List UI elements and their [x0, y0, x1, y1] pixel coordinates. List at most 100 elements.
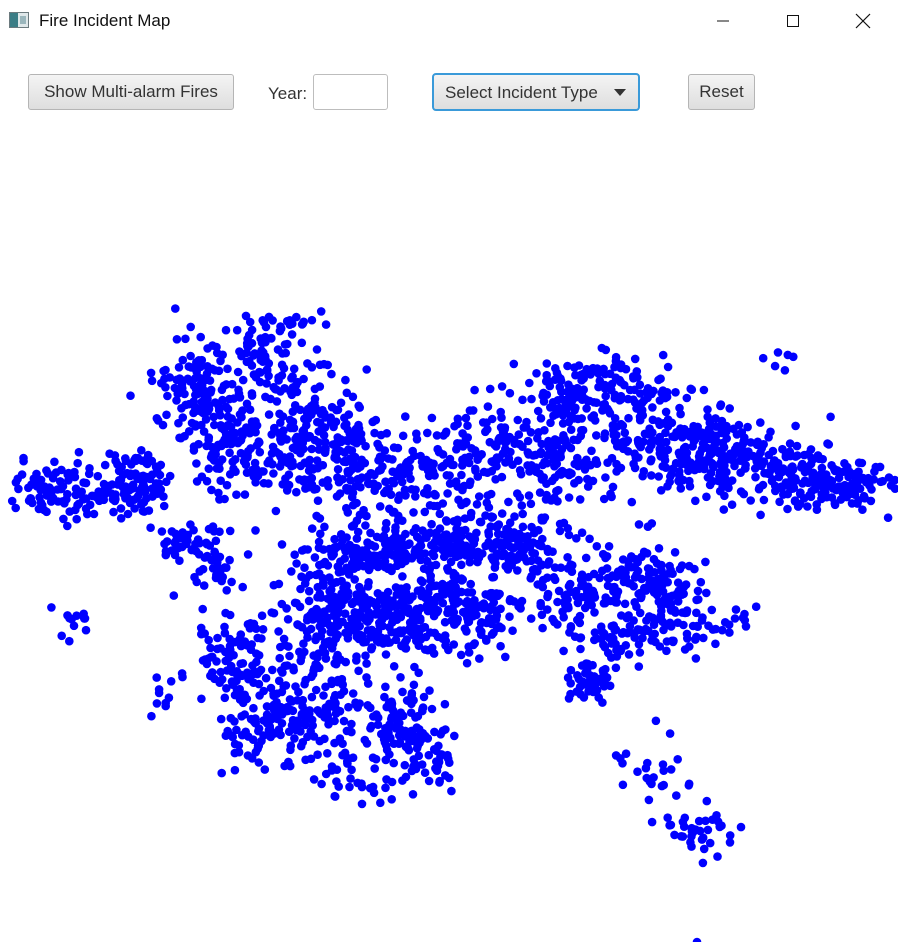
- incident-marker[interactable]: [702, 588, 711, 598]
- incident-marker[interactable]: [340, 421, 349, 431]
- incident-marker[interactable]: [218, 395, 227, 405]
- incident-marker[interactable]: [424, 750, 434, 760]
- incident-marker[interactable]: [223, 364, 232, 374]
- incident-marker[interactable]: [756, 448, 765, 457]
- incident-marker[interactable]: [72, 514, 81, 524]
- incident-marker[interactable]: [635, 405, 644, 414]
- incident-marker[interactable]: [466, 512, 476, 522]
- incident-marker[interactable]: [189, 525, 198, 535]
- incident-marker[interactable]: [230, 717, 239, 726]
- incident-marker[interactable]: [213, 633, 222, 643]
- incident-marker[interactable]: [371, 754, 381, 764]
- incident-marker[interactable]: [169, 591, 179, 600]
- incident-marker[interactable]: [73, 458, 82, 468]
- incident-marker[interactable]: [504, 497, 513, 507]
- incident-marker[interactable]: [505, 556, 514, 565]
- incident-marker[interactable]: [157, 527, 167, 536]
- incident-marker[interactable]: [661, 407, 671, 417]
- incident-marker[interactable]: [732, 430, 742, 439]
- incident-marker[interactable]: [378, 452, 387, 462]
- incident-marker[interactable]: [546, 418, 555, 428]
- incident-marker[interactable]: [197, 374, 206, 383]
- incident-marker[interactable]: [254, 758, 264, 767]
- incident-marker[interactable]: [330, 738, 339, 748]
- incident-marker[interactable]: [496, 641, 505, 651]
- incident-marker[interactable]: [570, 632, 580, 641]
- incident-marker[interactable]: [434, 593, 443, 602]
- incident-marker[interactable]: [247, 425, 256, 435]
- incident-marker[interactable]: [488, 544, 497, 553]
- incident-marker[interactable]: [268, 316, 277, 325]
- incident-marker[interactable]: [450, 620, 459, 629]
- incident-marker[interactable]: [786, 484, 796, 494]
- incident-marker[interactable]: [159, 492, 168, 501]
- incident-marker[interactable]: [656, 452, 666, 461]
- incident-marker[interactable]: [382, 486, 391, 495]
- incident-marker[interactable]: [377, 608, 387, 618]
- incident-marker[interactable]: [756, 510, 765, 520]
- incident-marker[interactable]: [599, 682, 609, 691]
- incident-marker[interactable]: [693, 586, 703, 596]
- incident-marker[interactable]: [221, 325, 231, 335]
- incident-marker[interactable]: [633, 767, 642, 776]
- incident-marker[interactable]: [323, 613, 332, 622]
- incident-marker[interactable]: [665, 821, 674, 830]
- incident-marker[interactable]: [826, 412, 835, 422]
- incident-marker[interactable]: [293, 438, 303, 448]
- incident-marker[interactable]: [234, 389, 244, 398]
- incident-marker[interactable]: [665, 729, 675, 738]
- incident-marker[interactable]: [526, 499, 536, 509]
- incident-marker[interactable]: [109, 507, 118, 517]
- incident-marker[interactable]: [409, 755, 419, 764]
- incident-marker[interactable]: [225, 526, 235, 536]
- incident-marker[interactable]: [654, 472, 663, 481]
- incident-marker[interactable]: [338, 750, 347, 760]
- incident-marker[interactable]: [427, 519, 436, 529]
- incident-marker[interactable]: [350, 544, 360, 553]
- incident-marker[interactable]: [225, 610, 235, 620]
- incident-marker[interactable]: [441, 641, 450, 650]
- incident-marker[interactable]: [434, 447, 444, 457]
- incident-marker[interactable]: [491, 615, 501, 624]
- incident-marker[interactable]: [648, 428, 657, 437]
- incident-marker[interactable]: [411, 492, 420, 501]
- incident-marker[interactable]: [189, 446, 199, 455]
- incident-marker[interactable]: [391, 635, 401, 645]
- incident-marker[interactable]: [553, 597, 562, 607]
- incident-marker[interactable]: [610, 414, 620, 423]
- incident-marker[interactable]: [330, 453, 339, 463]
- incident-marker[interactable]: [657, 781, 667, 791]
- incident-marker[interactable]: [679, 822, 689, 831]
- incident-marker[interactable]: [517, 596, 527, 606]
- incident-marker[interactable]: [85, 464, 94, 473]
- incident-marker[interactable]: [441, 427, 451, 437]
- incident-marker[interactable]: [563, 673, 573, 682]
- incident-marker[interactable]: [573, 671, 582, 680]
- incident-marker[interactable]: [496, 542, 506, 551]
- incident-marker[interactable]: [497, 472, 507, 482]
- incident-marker[interactable]: [326, 585, 336, 594]
- incident-marker[interactable]: [257, 634, 266, 643]
- incident-marker[interactable]: [208, 522, 218, 531]
- incident-marker[interactable]: [587, 446, 596, 456]
- incident-marker[interactable]: [234, 741, 244, 750]
- incident-marker[interactable]: [533, 567, 542, 576]
- incident-marker[interactable]: [139, 507, 149, 516]
- incident-marker[interactable]: [603, 581, 613, 590]
- incident-marker[interactable]: [255, 447, 265, 457]
- incident-marker[interactable]: [834, 482, 843, 491]
- incident-marker[interactable]: [199, 581, 209, 590]
- incident-marker[interactable]: [172, 335, 182, 344]
- incident-marker[interactable]: [272, 397, 282, 406]
- incident-marker[interactable]: [366, 633, 375, 642]
- incident-marker[interactable]: [370, 542, 380, 551]
- incident-marker[interactable]: [565, 579, 575, 589]
- incident-marker[interactable]: [663, 482, 672, 491]
- incident-marker[interactable]: [347, 457, 357, 467]
- incident-marker[interactable]: [654, 544, 664, 553]
- incident-marker[interactable]: [204, 435, 213, 445]
- incident-marker[interactable]: [635, 380, 645, 390]
- incident-marker[interactable]: [438, 544, 448, 553]
- incident-marker[interactable]: [606, 383, 615, 392]
- incident-marker[interactable]: [533, 556, 543, 565]
